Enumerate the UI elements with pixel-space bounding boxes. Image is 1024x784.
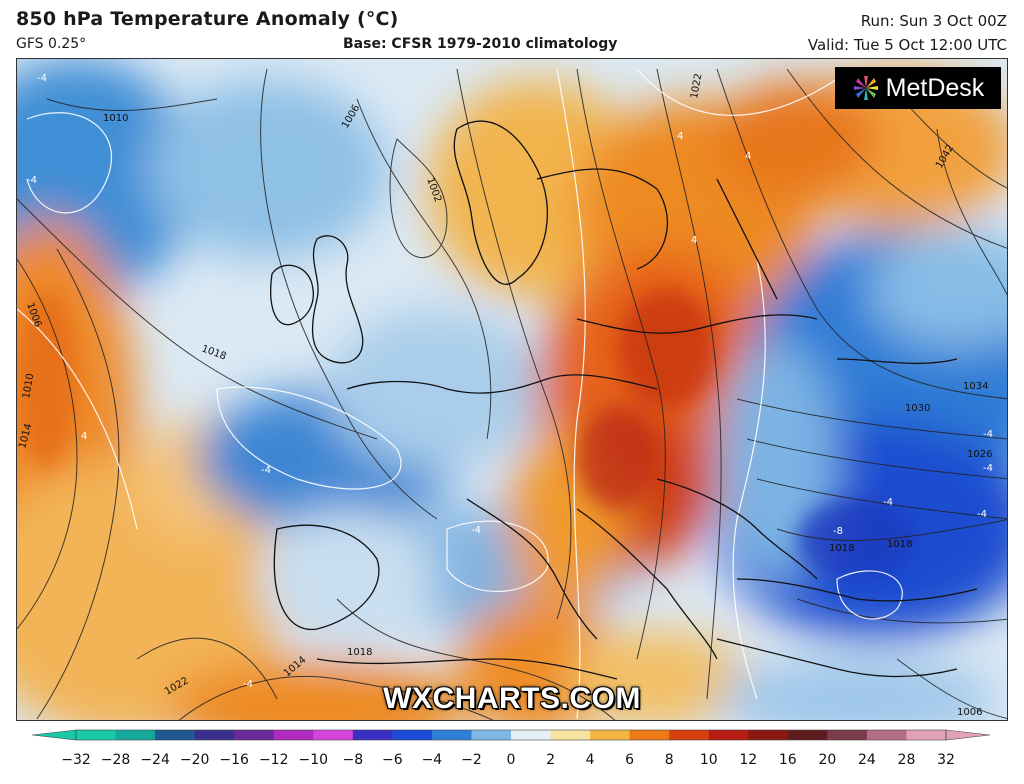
anomaly-label: -4 bbox=[27, 175, 37, 186]
colorbar-segment bbox=[669, 730, 710, 740]
colorbar-segment bbox=[431, 730, 472, 740]
colorbar-segment bbox=[906, 730, 947, 740]
isobar-label: 1022 bbox=[689, 73, 704, 100]
colorbar-tick-label: 24 bbox=[858, 752, 876, 768]
colorbar-border bbox=[75, 729, 947, 741]
colorbar-segment bbox=[590, 730, 631, 740]
isobar-label: 1006 bbox=[957, 707, 982, 718]
colorbar-tick-label: −2 bbox=[461, 752, 482, 768]
color-scale: −32 −28 −24 −20 −16 −12 −10 −8 −6 −4 −2 0 2 4 6 8 10 12 16… bbox=[31, 729, 991, 768]
colorbar-segment bbox=[155, 730, 196, 740]
colorbar-segment bbox=[511, 730, 552, 740]
map-canvas: 1010 1006 1002 1022 1042 1018 1006 1010 … bbox=[17, 59, 1007, 720]
run-time-label: Run: Sun 3 Oct 00Z bbox=[860, 12, 1007, 30]
colorbar-segment bbox=[827, 730, 868, 740]
anomaly-field bbox=[17, 59, 1007, 720]
isobar-label: 1018 bbox=[829, 543, 854, 554]
colorbar-segment bbox=[273, 730, 314, 740]
colorbar-segment bbox=[550, 730, 591, 740]
anomaly-label: -4 bbox=[37, 73, 47, 84]
colorbar-segment bbox=[234, 730, 275, 740]
colorbar-segment bbox=[787, 730, 828, 740]
colorbar-tick-label: −28 bbox=[101, 752, 131, 768]
colorbar-segment bbox=[748, 730, 789, 740]
colorbar-tick-label: −8 bbox=[342, 752, 363, 768]
colorbar-segment bbox=[76, 730, 117, 740]
anomaly-contours bbox=[17, 68, 903, 720]
metdesk-logo-icon bbox=[853, 76, 878, 100]
colorbar-tick-label: 28 bbox=[898, 752, 916, 768]
colorbar-tick-label: 0 bbox=[507, 752, 516, 768]
colorbar-tick-label: −20 bbox=[180, 752, 210, 768]
metdesk-logo: MetDesk bbox=[835, 67, 1001, 109]
colorbar-tick-label: 12 bbox=[739, 752, 757, 768]
isobar-label: 1018 bbox=[347, 647, 372, 658]
colorbar-segment bbox=[352, 730, 393, 740]
colorbar-segment bbox=[708, 730, 749, 740]
colorbar-tick-label: −12 bbox=[259, 752, 289, 768]
isobar-label: 1018 bbox=[887, 539, 912, 550]
colorbar-segment bbox=[471, 730, 512, 740]
isobar-label: 1010 bbox=[103, 113, 128, 124]
anomaly-label: 4 bbox=[691, 235, 697, 246]
isobar-label: 1034 bbox=[963, 381, 988, 392]
colorbar-tick-label: −24 bbox=[140, 752, 170, 768]
isobar-label: 1026 bbox=[967, 449, 992, 460]
isobar-lines bbox=[17, 68, 1007, 720]
anomaly-label: -8 bbox=[833, 526, 843, 537]
colorbar-segment bbox=[313, 730, 354, 740]
colorbar-segment bbox=[115, 730, 156, 740]
anomaly-label: -4 bbox=[983, 463, 993, 474]
colorbar-low-arrow bbox=[31, 729, 77, 741]
anomaly-label: 4 bbox=[745, 151, 751, 162]
colorbar-tick-label: −32 bbox=[61, 752, 91, 768]
map-title: 850 hPa Temperature Anomaly (°C) bbox=[16, 8, 399, 30]
colorbar-tick-label: 2 bbox=[546, 752, 555, 768]
anomaly-labels: -4 -4 -4 4 4 -4 4 -4 -4 -4 -8 -4 -4 4 bbox=[27, 73, 993, 690]
colorbar-tick-label: 4 bbox=[586, 752, 595, 768]
colorbar-segment bbox=[866, 730, 907, 740]
colorbar-tick-label: 16 bbox=[779, 752, 797, 768]
anomaly-label: -4 bbox=[883, 497, 893, 508]
colorbar-tick-label: 6 bbox=[625, 752, 634, 768]
base-climatology-label: Base: CFSR 1979-2010 climatology bbox=[343, 36, 618, 52]
colorbar-tick-label: 20 bbox=[818, 752, 836, 768]
anomaly-label: -4 bbox=[983, 429, 993, 440]
colorbar-high-arrow bbox=[945, 729, 991, 741]
colorbar-tick-label: −16 bbox=[219, 752, 249, 768]
coastlines bbox=[270, 120, 978, 680]
colorbar-tick-label: −10 bbox=[298, 752, 328, 768]
anomaly-label: -4 bbox=[261, 465, 271, 476]
valid-time-label: Valid: Tue 5 Oct 12:00 UTC bbox=[807, 36, 1007, 54]
anomaly-label: -4 bbox=[471, 525, 481, 536]
colorbar-tick-label: −6 bbox=[382, 752, 403, 768]
isobar-label: 1030 bbox=[905, 403, 930, 414]
anomaly-label: 4 bbox=[81, 431, 87, 442]
colorbar-tick-label: 8 bbox=[665, 752, 674, 768]
wxcharts-watermark: WXCHARTS.COM bbox=[383, 682, 641, 715]
colorbar-tick-label: 10 bbox=[700, 752, 718, 768]
anomaly-label: -4 bbox=[243, 679, 253, 690]
isobar-label: 1010 bbox=[21, 373, 36, 400]
colorbar-segment bbox=[194, 730, 235, 740]
colorbar-tick-label: −4 bbox=[422, 752, 443, 768]
colorbar-tick-label: 32 bbox=[937, 752, 955, 768]
anomaly-label: -4 bbox=[977, 509, 987, 520]
model-label: GFS 0.25° bbox=[16, 36, 87, 52]
colorbar-segment bbox=[392, 730, 433, 740]
anomaly-map[interactable]: 1010 1006 1002 1022 1042 1018 1006 1010 … bbox=[16, 58, 1008, 721]
colorbar-segment bbox=[629, 730, 670, 740]
anomaly-label: 4 bbox=[677, 131, 683, 142]
metdesk-logo-text: MetDesk bbox=[885, 73, 985, 102]
